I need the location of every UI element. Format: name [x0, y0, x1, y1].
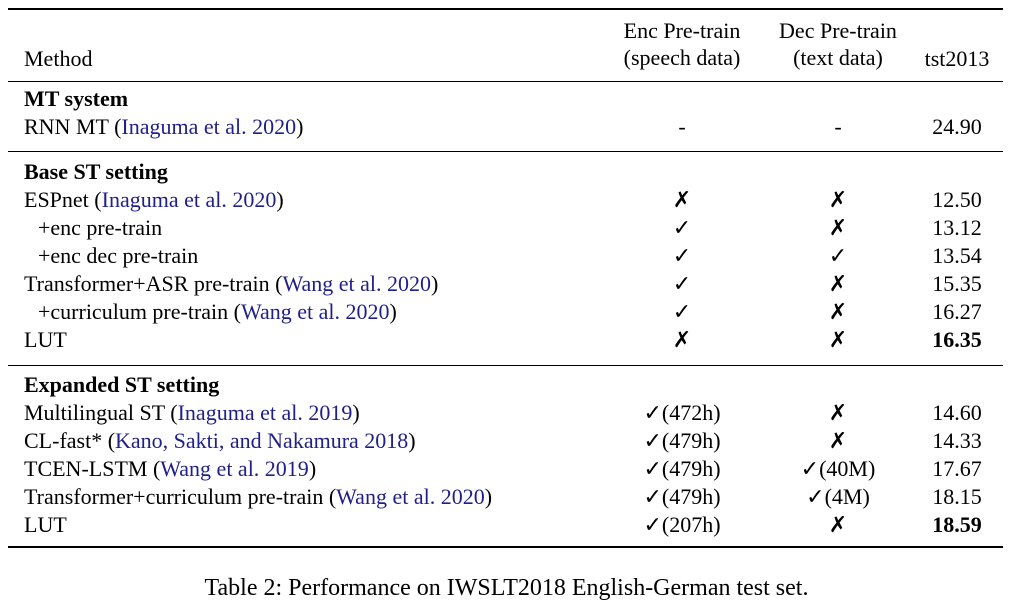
enc-pretrain-cell: ✓	[672, 243, 692, 268]
enc-pretrain-cell: ✓	[672, 215, 692, 240]
citation-link[interactable]: Inaguma et al. 2020	[101, 187, 277, 212]
score-cell: 16.35	[932, 327, 982, 352]
dec-pretrain-cell: ✗	[828, 400, 848, 425]
header-method: Method	[24, 46, 93, 71]
method-name: Transformer+ASR pre-train	[24, 271, 270, 296]
method-name: Transformer+curriculum pre-train	[24, 484, 324, 509]
dec-pretrain-cell: ✓(4M)	[806, 484, 870, 509]
method-name: LUT	[24, 512, 67, 537]
score-cell: 14.60	[932, 400, 982, 425]
citation-link[interactable]: Wang et al. 2020	[241, 299, 390, 324]
method-cell: CL-fast* (Kano, Sakti, and Nakamura 2018…	[24, 428, 416, 453]
dec-pretrain-cell: ✗	[828, 512, 848, 537]
section-title-row: Base ST setting	[8, 158, 1003, 186]
score-cell: 12.50	[932, 187, 982, 212]
table-row: Multilingual ST (Inaguma et al. 2019) ✓(4…	[8, 399, 1003, 427]
enc-pretrain-cell: ✓(479h)	[643, 484, 721, 509]
method-cell: TCEN-LSTM (Wang et al. 2019)	[24, 456, 317, 481]
header-enc-line2: (speech data)	[623, 45, 741, 70]
score-cell: 18.59	[932, 512, 982, 537]
enc-pretrain-cell: ✓(207h)	[643, 512, 721, 537]
enc-pretrain-cell: ✓	[672, 271, 692, 296]
method-name: +curriculum pre-train	[38, 299, 229, 324]
section-title: MT system	[24, 86, 129, 111]
method-name: Multilingual ST	[24, 400, 165, 425]
method-name: ESPnet	[24, 187, 89, 212]
citation-link[interactable]: Wang et al. 2019	[160, 456, 309, 481]
dec-pretrain-cell: ✗	[828, 215, 848, 240]
method-name: CL-fast*	[24, 428, 103, 453]
enc-pretrain-cell: ✓(472h)	[643, 400, 721, 425]
enc-pretrain-cell: ✗	[672, 327, 692, 352]
enc-pretrain-cell: ✓(479h)	[643, 428, 721, 453]
table-row: LUT ✗ ✗ 16.35	[8, 326, 1003, 354]
table-row: +enc pre-train ✓ ✗ 13.12	[8, 214, 1003, 242]
table-row: Transformer+ASR pre-train (Wang et al. 2…	[8, 270, 1003, 298]
citation-link[interactable]: Kano, Sakti, and Nakamura 2018	[115, 428, 409, 453]
table-caption: Table 2: Performance on IWSLT2018 Englis…	[204, 575, 809, 601]
method-name: RNN MT	[24, 114, 109, 139]
section-title-row: MT system	[8, 85, 1003, 113]
dec-pretrain-cell: ✗	[828, 299, 848, 324]
method-cell: +enc pre-train	[38, 214, 162, 242]
score-cell: 24.90	[932, 114, 982, 139]
table-row: CL-fast* (Kano, Sakti, and Nakamura 2018…	[8, 427, 1003, 455]
dec-pretrain-cell: ✗	[828, 271, 848, 296]
method-cell: RNN MT (Inaguma et al. 2020)	[24, 114, 304, 139]
enc-pretrain-cell: ✓(479h)	[643, 456, 721, 481]
score-cell: 14.33	[932, 428, 982, 453]
method-cell: Transformer+curriculum pre-train (Wang e…	[24, 484, 493, 509]
method-name: TCEN-LSTM	[24, 456, 148, 481]
citation-link[interactable]: Wang et al. 2020	[282, 271, 431, 296]
table-row: ESPnet (Inaguma et al. 2020) ✗ ✗ 12.50	[8, 186, 1003, 214]
section-separator	[8, 365, 1003, 366]
method-cell: Multilingual ST (Inaguma et al. 2019)	[24, 400, 360, 425]
section-title: Expanded ST setting	[24, 372, 220, 397]
dec-pretrain-cell: ✓(40M)	[800, 456, 876, 481]
table-row: RNN MT (Inaguma et al. 2020) - - 24.90	[8, 113, 1003, 141]
method-name: +enc pre-train	[38, 215, 163, 240]
method-cell: ESPnet (Inaguma et al. 2020)	[24, 187, 284, 212]
score-cell: 15.35	[932, 271, 982, 296]
score-cell: 13.12	[932, 215, 982, 240]
table-row: LUT ✓(207h) ✗ 18.59	[8, 511, 1003, 539]
enc-pretrain-cell: -	[678, 114, 686, 139]
dec-pretrain-cell: -	[834, 114, 842, 139]
score-cell: 18.15	[932, 484, 982, 509]
method-cell: Transformer+ASR pre-train (Wang et al. 2…	[24, 271, 439, 296]
method-cell: +enc dec pre-train	[38, 242, 198, 270]
dec-pretrain-cell: ✓	[828, 243, 848, 268]
table-row: TCEN-LSTM (Wang et al. 2019) ✓(479h) ✓(40M…	[8, 455, 1003, 483]
score-cell: 13.54	[932, 243, 982, 268]
dec-pretrain-cell: ✗	[828, 428, 848, 453]
section-title-row: Expanded ST setting	[8, 371, 1003, 399]
citation-link[interactable]: Inaguma et al. 2020	[121, 114, 297, 139]
bottom-rule	[8, 546, 1003, 548]
method-cell: +curriculum pre-train (Wang et al. 2020)	[38, 299, 397, 324]
header-tst2013: tst2013	[924, 46, 990, 71]
dec-pretrain-cell: ✗	[828, 327, 848, 352]
method-name: +enc dec pre-train	[38, 243, 199, 268]
method-name: LUT	[24, 327, 67, 352]
citation-link[interactable]: Wang et al. 2020	[336, 484, 485, 509]
top-rule	[8, 8, 1003, 10]
score-cell: 16.27	[932, 299, 982, 324]
method-cell: LUT	[24, 326, 67, 354]
enc-pretrain-cell: ✗	[672, 187, 692, 212]
table-row: +enc dec pre-train ✓ ✓ 13.54	[8, 242, 1003, 270]
header-enc-line1: Enc Pre-train	[623, 18, 741, 43]
header-rule	[8, 81, 1003, 82]
dec-pretrain-cell: ✗	[828, 187, 848, 212]
header-dec-line1: Dec Pre-train	[779, 18, 897, 43]
method-cell: LUT	[24, 511, 67, 539]
section-separator	[8, 151, 1003, 152]
section-title: Base ST setting	[24, 159, 168, 184]
header-dec-line2: (text data)	[793, 45, 883, 70]
citation-link[interactable]: Inaguma et al. 2019	[177, 400, 353, 425]
score-cell: 17.67	[932, 456, 982, 481]
table-row: +curriculum pre-train (Wang et al. 2020)…	[8, 298, 1003, 326]
enc-pretrain-cell: ✓	[672, 299, 692, 324]
table-row: Transformer+curriculum pre-train (Wang e…	[8, 483, 1003, 511]
